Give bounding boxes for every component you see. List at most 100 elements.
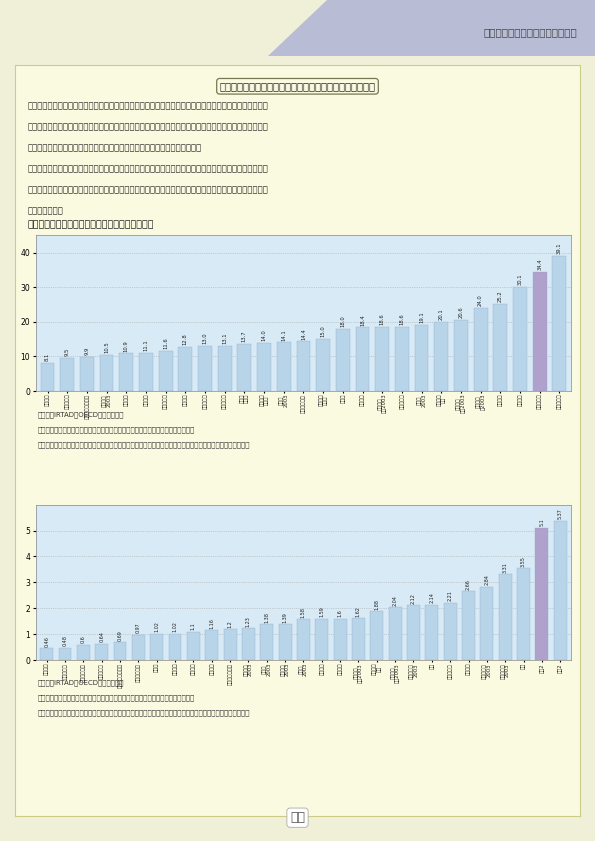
Bar [95,643,108,660]
Bar [100,355,114,391]
Bar [462,591,475,660]
Bar [296,341,311,391]
Text: 14.1: 14.1 [281,329,286,341]
Bar [444,603,456,660]
Bar [257,342,271,391]
Bar [415,325,428,391]
Bar [80,357,94,391]
Bar [224,629,236,660]
Bar [352,618,365,660]
Bar [139,352,153,391]
Text: 記述している。: 記述している。 [27,207,63,215]
Text: ４３: ４３ [290,812,305,824]
Bar [178,346,192,391]
Bar [395,327,409,391]
Text: 3.55: 3.55 [521,556,526,567]
Text: 1.38: 1.38 [264,612,270,623]
Text: 0.64: 0.64 [99,631,104,642]
Bar [356,327,369,391]
Text: 20.6: 20.6 [459,306,464,318]
Text: 注　１　IRTAD・OECD資料による。: 注 １ IRTAD・OECD資料による。 [37,411,124,418]
Text: 歩行中の死者の割合は，欧米と比べて高い割合となっており，自動車と比較して弱い立場にある歩行者の: 歩行中の死者の割合は，欧米と比べて高い割合となっており，自動車と比較して弱い立場… [27,123,268,131]
Text: 安全の確保を図っていくことが，今後の交通安全対策上重要な課題である。: 安全の確保を図っていくことが，今後の交通安全対策上重要な課題である。 [27,144,202,152]
Bar [370,611,383,660]
Bar [434,321,448,391]
Text: 2.84: 2.84 [484,574,489,585]
Text: 1.39: 1.39 [283,612,287,622]
Text: 24.0: 24.0 [478,294,483,306]
Text: 1.16: 1.16 [209,617,214,628]
Text: 10.9: 10.9 [124,340,129,352]
Text: ２　国毎に年数（西暦）の括弧書きがある場合を除き，　　年の数値である。: ２ 国毎に年数（西暦）の括弧書きがある場合を除き， 年の数値である。 [37,426,195,433]
Text: 1.59: 1.59 [320,606,324,617]
Bar [278,624,292,660]
Text: 30.1: 30.1 [518,273,522,285]
Bar [261,624,273,660]
Text: 1.2: 1.2 [228,620,233,627]
Bar [513,287,527,391]
Text: 15.0: 15.0 [321,325,325,337]
Text: 34.4: 34.4 [537,259,542,271]
Bar [151,634,163,660]
Text: 1.02: 1.02 [154,621,159,632]
Text: 0.46: 0.46 [44,636,49,647]
Bar [159,351,173,391]
Bar [59,648,71,660]
Bar [425,605,439,660]
Text: 13.1: 13.1 [222,332,227,344]
Bar [389,607,402,660]
Bar [334,619,346,660]
Bar [499,574,512,660]
Text: ３　数値はすべて　日以内死者（事故発生から　日以内に亡くなった人）のデータを基に算出されている。: ３ 数値はすべて 日以内死者（事故発生から 日以内に亡くなった人）のデータを基に… [37,442,250,448]
Bar [205,630,218,660]
Text: 0.69: 0.69 [118,630,123,641]
Bar [533,272,547,391]
Text: ２　国毎に年数（西暦）の括弧書きがある場合を除き，　　年の数値である。: ２ 国毎に年数（西暦）の括弧書きがある場合を除き， 年の数値である。 [37,695,195,701]
Text: 13.0: 13.0 [202,333,208,345]
Bar [40,648,53,660]
Bar [536,528,548,660]
Bar [60,358,74,391]
Text: 2.04: 2.04 [393,595,397,606]
Text: 5.37: 5.37 [558,509,563,520]
Text: 19.1: 19.1 [419,311,424,323]
Text: 14.4: 14.4 [301,328,306,340]
Bar [40,363,54,391]
Text: 11.1: 11.1 [143,339,148,351]
Bar [454,320,468,391]
Bar [168,634,181,660]
Bar [242,628,255,660]
Text: 1.02: 1.02 [173,621,177,632]
Bar [120,353,133,391]
Text: 8.1: 8.1 [45,353,50,362]
Text: 1.23: 1.23 [246,616,251,627]
Text: 注　１　IRTAD・OECD資料による。: 注 １ IRTAD・OECD資料による。 [37,680,124,686]
Text: 人口　万人当たりの歩行中交通事故死者数: 人口 万人当たりの歩行中交通事故死者数 [242,524,353,534]
Text: 1.62: 1.62 [356,606,361,616]
Bar [315,619,328,660]
Text: 2.21: 2.21 [447,590,453,601]
Bar [480,586,493,660]
Text: 39.1: 39.1 [557,242,562,254]
Text: 25.2: 25.2 [498,290,503,302]
Bar [297,619,310,660]
Bar [317,339,330,391]
Text: 歩道の整備等による人優先の安全・安心な歩行空間の確保: 歩道の整備等による人優先の安全・安心な歩行空間の確保 [220,82,375,92]
Text: 1.58: 1.58 [301,607,306,617]
Text: 11.6: 11.6 [163,337,168,349]
Bar [517,569,530,660]
Text: 2.14: 2.14 [430,592,434,603]
Text: ここでは，我が国の歩行中交通事故の現状と歩道等の整備状況等を記述するとともに，歩行者の安全の: ここでは，我が国の歩行中交通事故の現状と歩道等の整備状況等を記述するとともに，歩… [27,165,268,173]
Text: 13.7: 13.7 [242,331,247,342]
Text: １　歩行中の交通事故の現状と歩道等の整備状況: １ 歩行中の交通事故の現状と歩道等の整備状況 [27,220,154,230]
Bar [198,346,212,391]
Bar [553,256,566,391]
Bar [336,329,350,391]
Text: 0.6: 0.6 [81,635,86,643]
Text: 10.5: 10.5 [104,341,109,353]
Text: 18.6: 18.6 [380,314,385,325]
Text: 9.5: 9.5 [65,348,70,357]
Bar [493,304,507,391]
Text: 5.1: 5.1 [539,519,544,526]
Bar [554,521,566,660]
